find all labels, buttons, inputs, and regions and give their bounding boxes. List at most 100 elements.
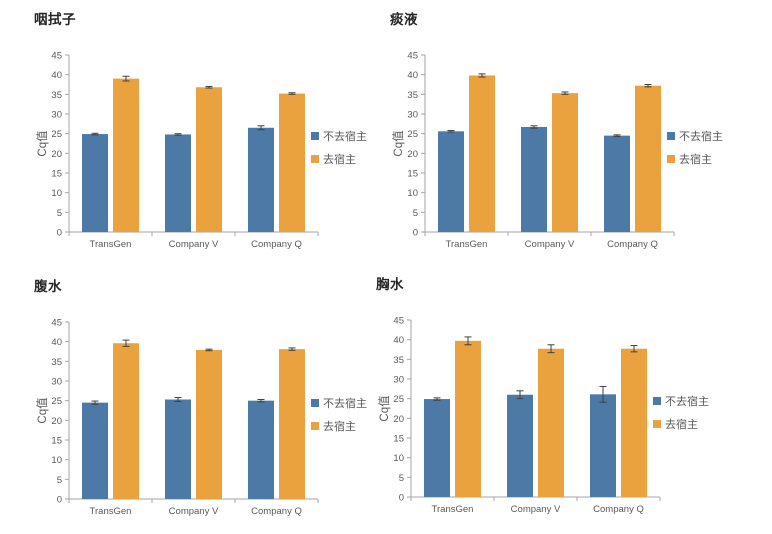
bar (507, 394, 533, 497)
bar (196, 87, 222, 233)
x-category-label: Company Q (607, 239, 658, 250)
chart-legend: 不去宿主 去宿主 (311, 395, 367, 434)
legend-label: 不去宿主 (323, 398, 367, 410)
bar (538, 348, 564, 497)
bar (604, 135, 630, 232)
y-tick-label: 40 (393, 335, 404, 346)
bar (196, 349, 222, 499)
y-axis-title: Cq值 (392, 130, 405, 157)
y-tick-label: 10 (51, 188, 62, 199)
bar (113, 78, 139, 232)
legend-swatch-blue-icon (653, 397, 661, 405)
y-tick-label: 45 (393, 316, 404, 327)
bar (165, 399, 191, 499)
chart-pleural-fluid: 胸水 0 5 10 15 20 25 30 35 40 45 TransGen Company V Co… (342, 265, 728, 532)
y-tick-label: 5 (413, 208, 418, 219)
legend-label: 不去宿主 (679, 131, 723, 143)
y-tick-label: 20 (51, 149, 62, 160)
legend-label: 去宿主 (323, 421, 356, 433)
x-category-label: TransGen (90, 506, 132, 517)
legend-swatch-orange-icon (667, 155, 675, 163)
y-tick-label: 25 (51, 396, 62, 407)
x-category-label: TransGen (446, 239, 488, 250)
legend-swatch-orange-icon (311, 155, 319, 163)
chart-throat-swab: 咽拭子 0 5 10 15 20 25 30 35 40 45 TransGen Company V C… (0, 0, 386, 267)
chart-plot: 0 5 10 15 20 25 30 35 40 45 TransGen Company V Compa… (392, 51, 675, 250)
chart-plot: 0 5 10 15 20 25 30 35 40 45 TransGen Company V Compa… (378, 316, 661, 515)
y-tick-label: 20 (407, 149, 418, 160)
x-category-label: Company Q (251, 506, 302, 517)
y-tick-label: 40 (51, 337, 62, 348)
legend-item: 去宿主 (311, 151, 367, 167)
legend-swatch-blue-icon (311, 399, 319, 407)
legend-item: 去宿主 (311, 418, 367, 434)
y-tick-label: 35 (393, 355, 404, 366)
y-tick-label: 15 (393, 434, 404, 445)
x-category-label: TransGen (432, 504, 474, 515)
y-tick-label: 35 (51, 90, 62, 101)
bar (469, 75, 495, 232)
legend-item: 不去宿主 (667, 128, 723, 144)
y-tick-label: 5 (57, 208, 62, 219)
bar (279, 93, 305, 233)
y-tick-label: 45 (51, 318, 62, 329)
legend-swatch-blue-icon (667, 132, 675, 140)
legend-item: 不去宿主 (311, 128, 367, 144)
bar (621, 348, 647, 497)
y-axis-title: Cq值 (36, 397, 49, 424)
bar (438, 131, 464, 232)
y-tick-label: 45 (51, 51, 62, 62)
y-tick-label: 40 (407, 70, 418, 81)
y-tick-label: 20 (393, 414, 404, 425)
bar (552, 93, 578, 232)
y-tick-label: 5 (57, 475, 62, 486)
y-tick-label: 10 (407, 188, 418, 199)
y-axis-title: Cq值 (378, 395, 391, 422)
y-tick-label: 25 (51, 129, 62, 140)
chart-ascites: 腹水 0 5 10 15 20 25 30 35 40 45 TransGen Company V Co… (0, 267, 386, 534)
chart-sputum: 痰液 0 5 10 15 20 25 30 35 40 45 TransGen Company V Co… (356, 0, 742, 267)
legend-swatch-orange-icon (311, 422, 319, 430)
bar (113, 343, 139, 499)
y-tick-label: 25 (407, 129, 418, 140)
y-tick-label: 10 (51, 455, 62, 466)
x-category-label: Company V (169, 239, 219, 250)
y-tick-label: 0 (413, 228, 418, 239)
legend-item: 不去宿主 (311, 395, 367, 411)
y-tick-label: 15 (51, 436, 62, 447)
y-tick-label: 0 (399, 493, 404, 504)
y-tick-label: 15 (407, 169, 418, 180)
legend-label: 去宿主 (679, 154, 712, 166)
chart-legend: 不去宿主 去宿主 (653, 393, 709, 432)
chart-title: 腹水 (34, 279, 62, 294)
y-tick-label: 0 (57, 495, 62, 506)
y-axis-title: Cq值 (36, 130, 49, 157)
legend-item: 去宿主 (667, 151, 723, 167)
bar (521, 126, 547, 232)
chart-legend: 不去宿主 去宿主 (311, 128, 367, 167)
x-category-label: Company V (169, 506, 219, 517)
legend-item: 去宿主 (653, 416, 709, 432)
legend-label: 不去宿主 (323, 131, 367, 143)
y-tick-label: 40 (51, 70, 62, 81)
legend-swatch-orange-icon (653, 420, 661, 428)
y-tick-label: 10 (393, 453, 404, 464)
x-category-label: Company V (511, 504, 561, 515)
bar (248, 127, 274, 232)
y-tick-label: 5 (399, 473, 404, 484)
y-tick-label: 30 (51, 377, 62, 388)
bar (635, 85, 661, 233)
y-tick-label: 45 (407, 51, 418, 62)
bar (455, 340, 481, 497)
legend-item: 不去宿主 (653, 393, 709, 409)
x-category-label: Company Q (593, 504, 644, 515)
legend-label: 去宿主 (323, 154, 356, 166)
y-tick-label: 30 (407, 110, 418, 121)
legend-swatch-blue-icon (311, 132, 319, 140)
chart-title: 咽拭子 (34, 12, 76, 27)
y-tick-label: 30 (393, 375, 404, 386)
y-tick-label: 15 (51, 169, 62, 180)
chart-plot: 0 5 10 15 20 25 30 35 40 45 TransGen Company V Compa… (36, 318, 319, 517)
bar (279, 349, 305, 499)
